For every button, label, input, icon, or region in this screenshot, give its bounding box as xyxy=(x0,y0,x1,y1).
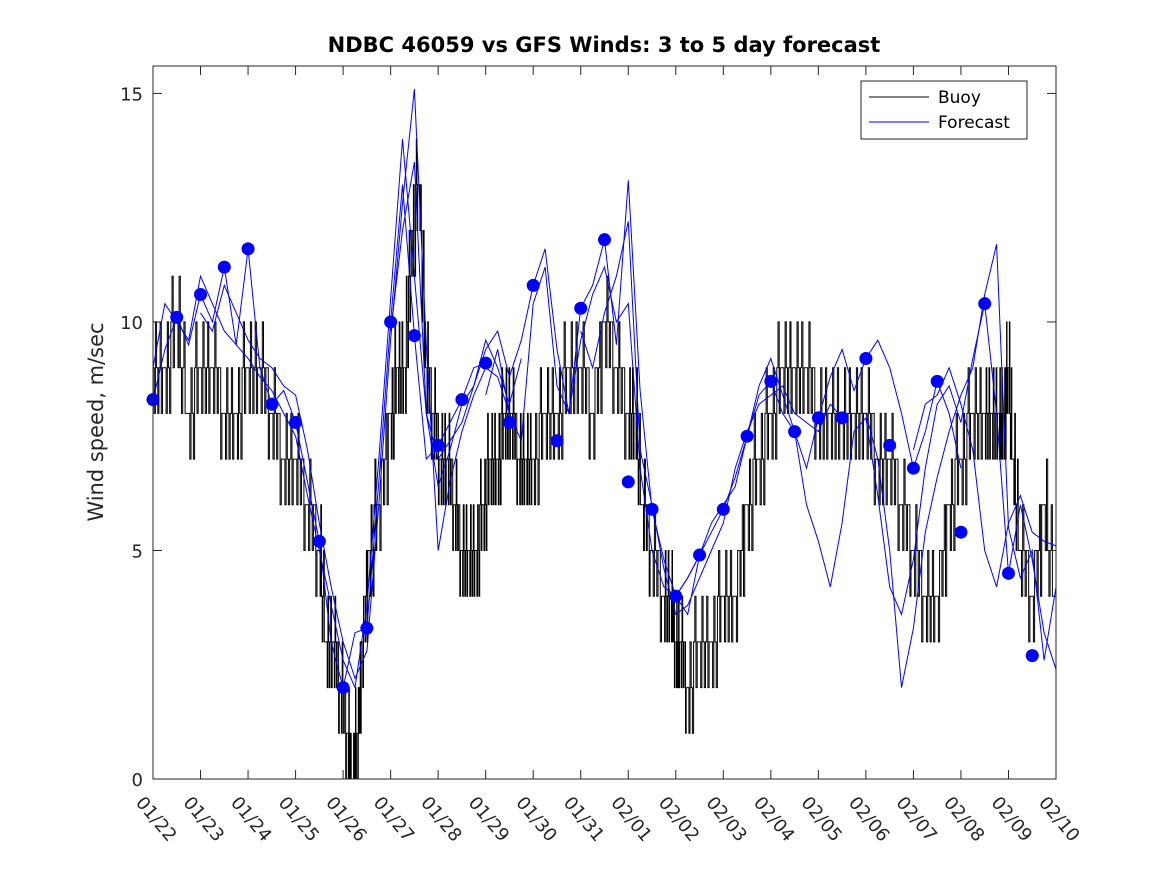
forecast-point xyxy=(669,589,683,603)
forecast-point xyxy=(930,374,944,388)
forecast-trace-1 xyxy=(152,139,522,690)
y-axis-label: Wind speed, m/sec xyxy=(84,322,108,521)
forecast-point xyxy=(693,548,707,562)
forecast-point xyxy=(978,297,992,311)
forecast-point xyxy=(431,438,445,452)
forecast-markers xyxy=(146,233,1039,695)
forecast-point xyxy=(859,352,873,366)
forecast-point xyxy=(598,233,611,247)
y-tick-label: 10 xyxy=(120,313,143,334)
forecast-point xyxy=(265,397,279,411)
forecast-point xyxy=(194,288,208,302)
chart-title: NDBC 46059 vs GFS Winds: 3 to 5 day fore… xyxy=(328,33,881,57)
forecast-point xyxy=(811,411,825,425)
forecast-point xyxy=(217,260,231,274)
forecast-point xyxy=(526,278,540,292)
forecast-trace-3 xyxy=(390,161,701,616)
forecast-point xyxy=(502,416,516,429)
forecast-point xyxy=(645,502,659,516)
buoy-line xyxy=(153,138,1056,780)
forecast-point xyxy=(550,434,564,448)
forecast-point xyxy=(289,416,303,429)
legend: Buoy Forecast xyxy=(860,80,1028,140)
forecast-point xyxy=(312,534,326,548)
buoy-series xyxy=(153,138,1056,780)
forecast-trace-2 xyxy=(200,88,510,680)
forecast-point xyxy=(170,310,184,324)
forecast-point xyxy=(764,374,778,388)
forecast-point xyxy=(621,475,635,489)
forecast-point xyxy=(574,301,588,315)
forecast-point xyxy=(479,356,493,370)
forecast-trace-8 xyxy=(865,244,1057,688)
legend-buoy-label: Buoy xyxy=(938,88,981,108)
y-tick-label: 0 xyxy=(132,770,143,791)
forecast-point xyxy=(384,315,398,329)
forecast-point xyxy=(407,329,421,343)
legend-forecast-label: Forecast xyxy=(938,113,1010,133)
forecast-point xyxy=(1025,649,1039,663)
forecast-trace-9 xyxy=(912,366,1057,588)
axes-box xyxy=(152,65,1057,780)
y-axis-ticks: 0 5 10 15 xyxy=(120,84,1056,791)
forecast-point xyxy=(906,461,920,475)
plot-area xyxy=(153,66,1056,779)
y-tick-label: 15 xyxy=(120,84,143,105)
legend-box xyxy=(860,80,1028,140)
forecast-point xyxy=(716,502,730,516)
forecast-point xyxy=(336,681,350,695)
forecast-point xyxy=(360,621,374,635)
forecast-point xyxy=(883,438,897,452)
forecast-point xyxy=(455,393,469,407)
forecast-point xyxy=(835,411,849,425)
forecast-point xyxy=(1001,566,1015,580)
forecast-point xyxy=(954,525,968,539)
forecast-point xyxy=(788,425,802,439)
forecast-point xyxy=(740,429,754,443)
forecast-point xyxy=(241,242,255,256)
y-tick-label: 5 xyxy=(132,541,143,562)
forecast-trace-5 xyxy=(580,221,843,616)
